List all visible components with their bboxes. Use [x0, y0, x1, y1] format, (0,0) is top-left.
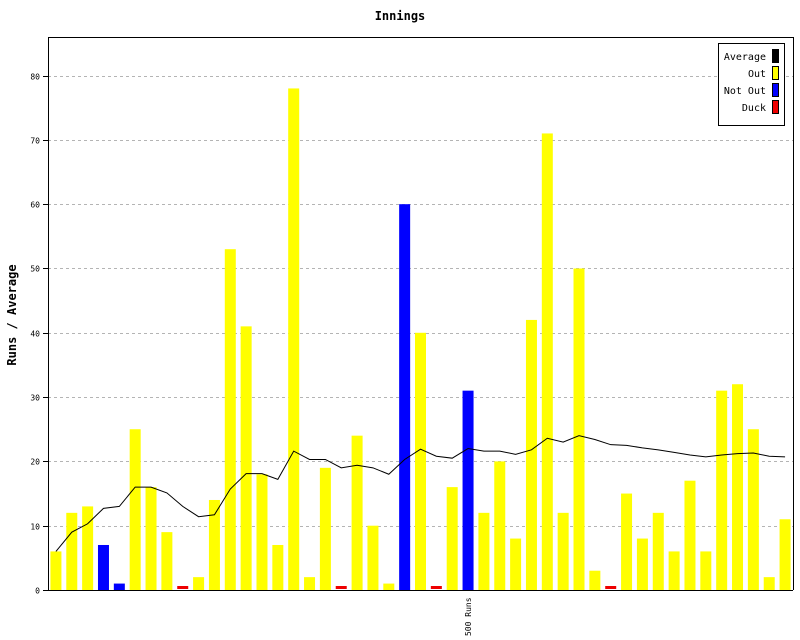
- out-bar: [161, 532, 173, 590]
- out-bar: [82, 506, 94, 590]
- out-bar: [779, 519, 791, 590]
- legend-label: Average: [724, 52, 766, 63]
- y-tick-label: 80: [30, 73, 40, 82]
- out-bar: [716, 390, 728, 590]
- out-bar: [129, 429, 141, 590]
- out-bar: [50, 551, 62, 590]
- out-bar: [304, 577, 316, 590]
- out-bar: [193, 577, 205, 590]
- out-bar: [589, 570, 601, 590]
- y-tick-label: 30: [30, 394, 40, 403]
- out-bar: [732, 384, 744, 590]
- y-tick-label: 40: [30, 330, 40, 339]
- out-bar: [510, 538, 522, 590]
- out-bar: [636, 538, 648, 590]
- out-bar: [272, 544, 284, 590]
- out-bar: [478, 512, 490, 590]
- out-bar: [747, 429, 759, 590]
- out-bar: [684, 480, 696, 590]
- out-bar: [367, 525, 379, 590]
- not-out-bar: [113, 583, 125, 590]
- out-bar: [66, 512, 78, 590]
- y-tick-label: 70: [30, 137, 40, 146]
- out-bar: [415, 332, 426, 590]
- legend-swatch: [772, 49, 779, 63]
- out-bar: [145, 487, 157, 590]
- not-out-bar: [462, 390, 474, 590]
- out-bar: [351, 435, 363, 590]
- out-bar: [208, 499, 220, 590]
- out-bar: [494, 461, 506, 590]
- legend-label: Not Out: [724, 86, 766, 97]
- y-tick-label: 60: [30, 201, 40, 210]
- duck-bar: [177, 586, 189, 589]
- out-bar: [763, 577, 775, 590]
- legend-swatch: [772, 66, 779, 80]
- y-tick-label: 20: [30, 458, 40, 467]
- duck-bar: [335, 586, 347, 589]
- average-line: [55, 435, 786, 552]
- x-annotation-label: 500 Runs: [464, 597, 473, 636]
- out-bar: [621, 493, 633, 590]
- y-tick-label: 0: [35, 587, 40, 596]
- not-out-bar: [97, 544, 109, 590]
- chart-title: Innings: [374, 9, 426, 23]
- out-bar: [224, 249, 236, 590]
- out-bar: [557, 512, 569, 590]
- out-bar: [446, 487, 458, 590]
- not-out-bar: [399, 204, 411, 590]
- y-tick-label: 10: [30, 523, 40, 532]
- out-bar: [240, 326, 252, 590]
- y-tick-label: 50: [30, 265, 40, 274]
- out-bar: [652, 512, 664, 590]
- out-bar: [573, 268, 585, 590]
- legend-swatch: [772, 83, 779, 97]
- out-bar: [383, 583, 395, 590]
- out-bar: [541, 133, 553, 590]
- out-bar: [525, 319, 537, 590]
- legend-label: Out: [748, 69, 766, 80]
- duck-bar: [430, 586, 442, 589]
- duck-bar: [605, 586, 617, 589]
- legend-swatch: [772, 100, 779, 114]
- legend-label: Duck: [742, 103, 766, 114]
- out-bar: [668, 551, 680, 590]
- out-bar: [700, 551, 712, 590]
- out-bar: [256, 474, 268, 590]
- out-bar: [288, 88, 300, 590]
- out-bar: [319, 467, 331, 590]
